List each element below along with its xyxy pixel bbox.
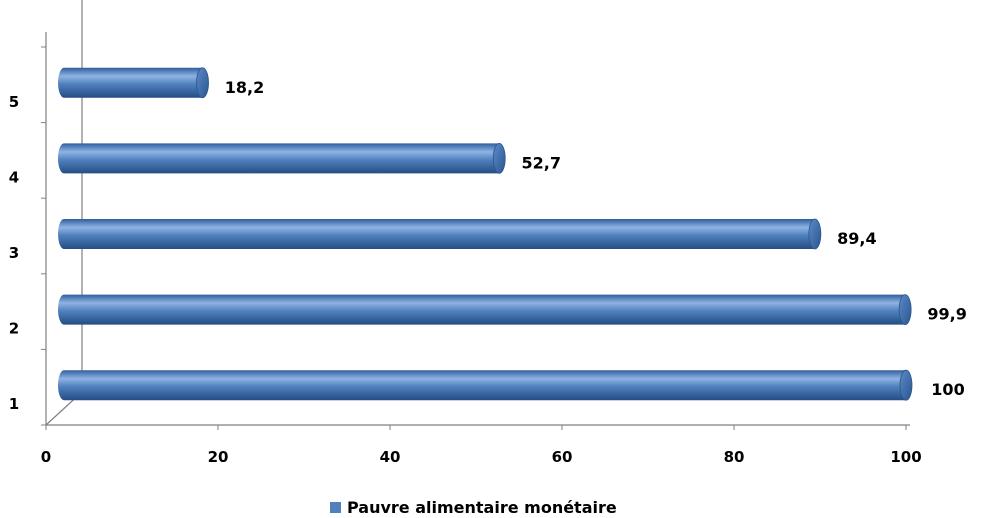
legend-label: Pauvre alimentaire monétaire [347,498,617,517]
chart-axes: 0 20 40 60 80 100 [41,0,922,466]
bar-chart: 0 20 40 60 80 100 1 100 2 99,9 3 89,4 4 52,7 5 18,2 [9,0,967,466]
x-tick-label: 100 [890,448,921,466]
x-tick-label: 20 [208,448,229,466]
y-tick-label: 3 [9,244,19,262]
y-tick-label: 5 [9,93,19,111]
chart-labels: 1 100 2 99,9 3 89,4 4 52,7 5 18,2 [9,78,967,413]
bar-cap-1 [899,369,913,401]
data-label: 100 [931,380,964,399]
y-tick-label: 4 [9,168,19,186]
x-tick-label: 80 [724,448,745,466]
bar-3 [58,219,815,249]
chart-bars [58,67,913,401]
chart-legend: Pauvre alimentaire monétaire [330,498,617,517]
x-tick-label: 40 [380,448,401,466]
back-wall-edge [45,0,83,426]
bar-4 [58,143,500,174]
bar-1 [58,370,906,401]
legend-swatch [330,502,341,513]
data-label: 18,2 [225,78,264,97]
bar-cap-3 [808,218,822,250]
data-label: 99,9 [927,305,966,324]
bar-cap-4 [492,142,506,174]
y-tick-label: 2 [9,320,19,338]
bar-2 [58,294,906,325]
x-tick-label: 60 [552,448,573,466]
bar-cap-5 [196,67,209,99]
bar-5 [58,67,203,98]
bar-cap-2 [898,294,912,326]
y-tick-label: 1 [9,395,19,413]
data-label: 52,7 [521,153,560,172]
data-label: 89,4 [837,229,876,248]
x-tick-label: 0 [41,448,51,466]
